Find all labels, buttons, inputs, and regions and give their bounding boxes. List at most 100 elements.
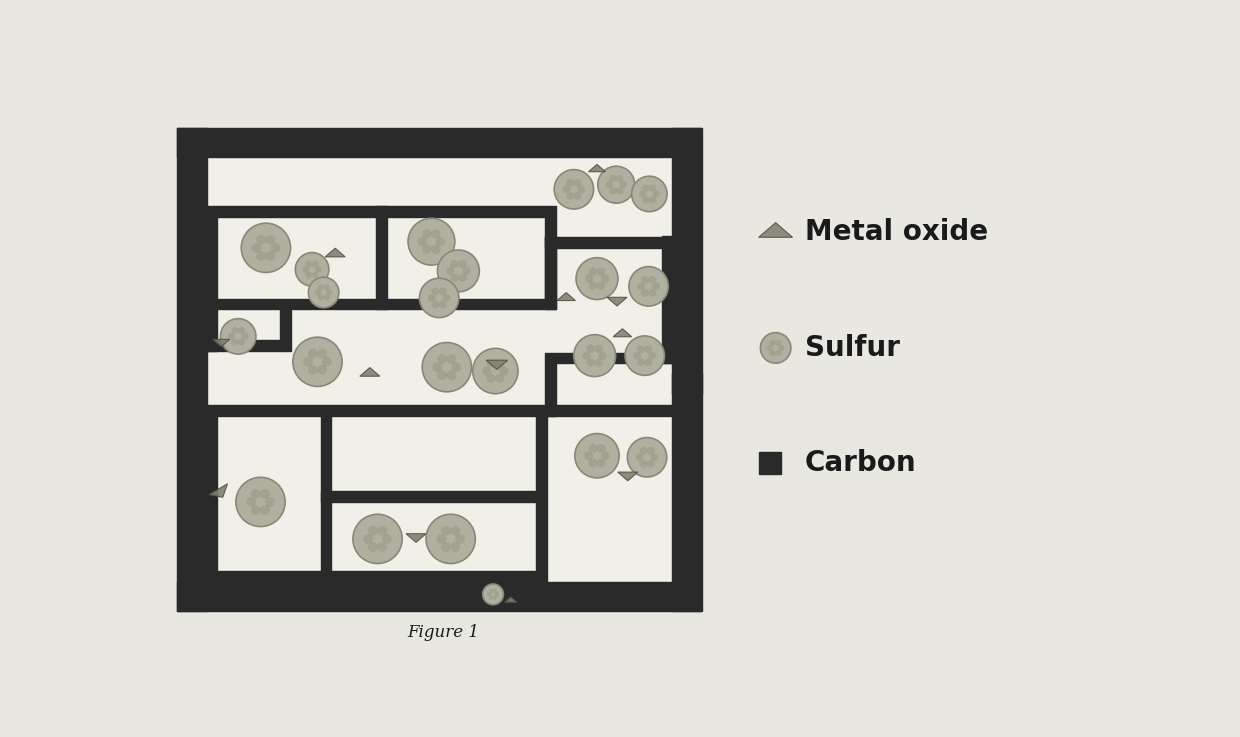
Bar (207, 405, 684, 416)
Circle shape (446, 354, 456, 364)
Circle shape (265, 235, 275, 245)
Circle shape (250, 489, 260, 499)
Circle shape (589, 268, 598, 276)
Bar (207, 206, 376, 217)
Polygon shape (325, 248, 345, 257)
Circle shape (634, 352, 641, 360)
Polygon shape (613, 329, 631, 337)
Circle shape (640, 460, 647, 468)
Polygon shape (208, 483, 227, 497)
Circle shape (450, 260, 459, 268)
Bar (207, 340, 280, 351)
Circle shape (563, 186, 570, 193)
Bar (207, 157, 672, 607)
Circle shape (438, 371, 448, 380)
Circle shape (641, 289, 649, 297)
Circle shape (439, 287, 446, 296)
Circle shape (433, 363, 443, 372)
Bar (207, 298, 376, 310)
Circle shape (489, 595, 494, 600)
Bar (207, 571, 321, 582)
Circle shape (228, 333, 236, 340)
Circle shape (620, 181, 627, 189)
Circle shape (596, 282, 605, 290)
Circle shape (236, 478, 285, 526)
Circle shape (436, 534, 446, 544)
Circle shape (574, 179, 582, 186)
Circle shape (317, 365, 327, 375)
Text: Metal oxide: Metal oxide (805, 218, 988, 246)
Circle shape (636, 453, 644, 461)
Circle shape (584, 451, 593, 460)
Polygon shape (405, 534, 427, 542)
Circle shape (368, 542, 378, 552)
Circle shape (494, 589, 497, 593)
Bar (759, 453, 781, 475)
Circle shape (482, 366, 491, 376)
Circle shape (455, 534, 465, 544)
Circle shape (450, 542, 460, 552)
Circle shape (305, 271, 312, 279)
Circle shape (435, 237, 445, 246)
Circle shape (317, 284, 324, 290)
Circle shape (408, 218, 455, 265)
Polygon shape (486, 360, 507, 369)
Circle shape (463, 267, 470, 275)
Bar (546, 237, 557, 310)
Polygon shape (505, 597, 517, 602)
Circle shape (432, 229, 440, 239)
Polygon shape (360, 368, 379, 376)
Bar (546, 237, 672, 248)
Bar (672, 128, 702, 394)
Circle shape (495, 593, 498, 596)
Circle shape (438, 354, 448, 364)
Circle shape (315, 290, 321, 296)
Circle shape (260, 505, 270, 515)
Circle shape (578, 186, 585, 193)
Circle shape (577, 258, 618, 299)
Circle shape (441, 542, 451, 552)
Circle shape (625, 336, 665, 375)
Circle shape (238, 339, 246, 346)
Text: Carbon: Carbon (805, 450, 916, 478)
Circle shape (574, 192, 582, 200)
Bar (207, 416, 217, 582)
Circle shape (637, 345, 645, 353)
Circle shape (322, 357, 332, 367)
Circle shape (609, 187, 616, 195)
Circle shape (596, 458, 605, 467)
Circle shape (589, 282, 598, 290)
Circle shape (423, 245, 432, 254)
Circle shape (766, 345, 773, 351)
Circle shape (609, 175, 616, 182)
Circle shape (459, 273, 466, 282)
Circle shape (639, 190, 646, 198)
Circle shape (221, 318, 255, 354)
Circle shape (587, 345, 595, 353)
Circle shape (596, 268, 605, 276)
Circle shape (583, 352, 591, 360)
Circle shape (232, 327, 238, 334)
Circle shape (252, 243, 262, 253)
Circle shape (247, 497, 257, 507)
Circle shape (441, 526, 451, 536)
Circle shape (324, 295, 330, 301)
Circle shape (779, 345, 785, 351)
Circle shape (270, 243, 280, 253)
Circle shape (760, 332, 791, 363)
Circle shape (451, 363, 461, 372)
Circle shape (605, 181, 613, 189)
Circle shape (353, 514, 402, 564)
Circle shape (305, 260, 312, 268)
Circle shape (770, 340, 776, 346)
Circle shape (377, 542, 387, 552)
Circle shape (651, 453, 658, 461)
Bar (207, 217, 217, 310)
Circle shape (438, 250, 480, 292)
Circle shape (594, 358, 603, 367)
Circle shape (627, 438, 667, 477)
Polygon shape (557, 293, 575, 301)
Circle shape (432, 287, 439, 296)
Circle shape (368, 526, 378, 536)
Circle shape (494, 595, 497, 600)
